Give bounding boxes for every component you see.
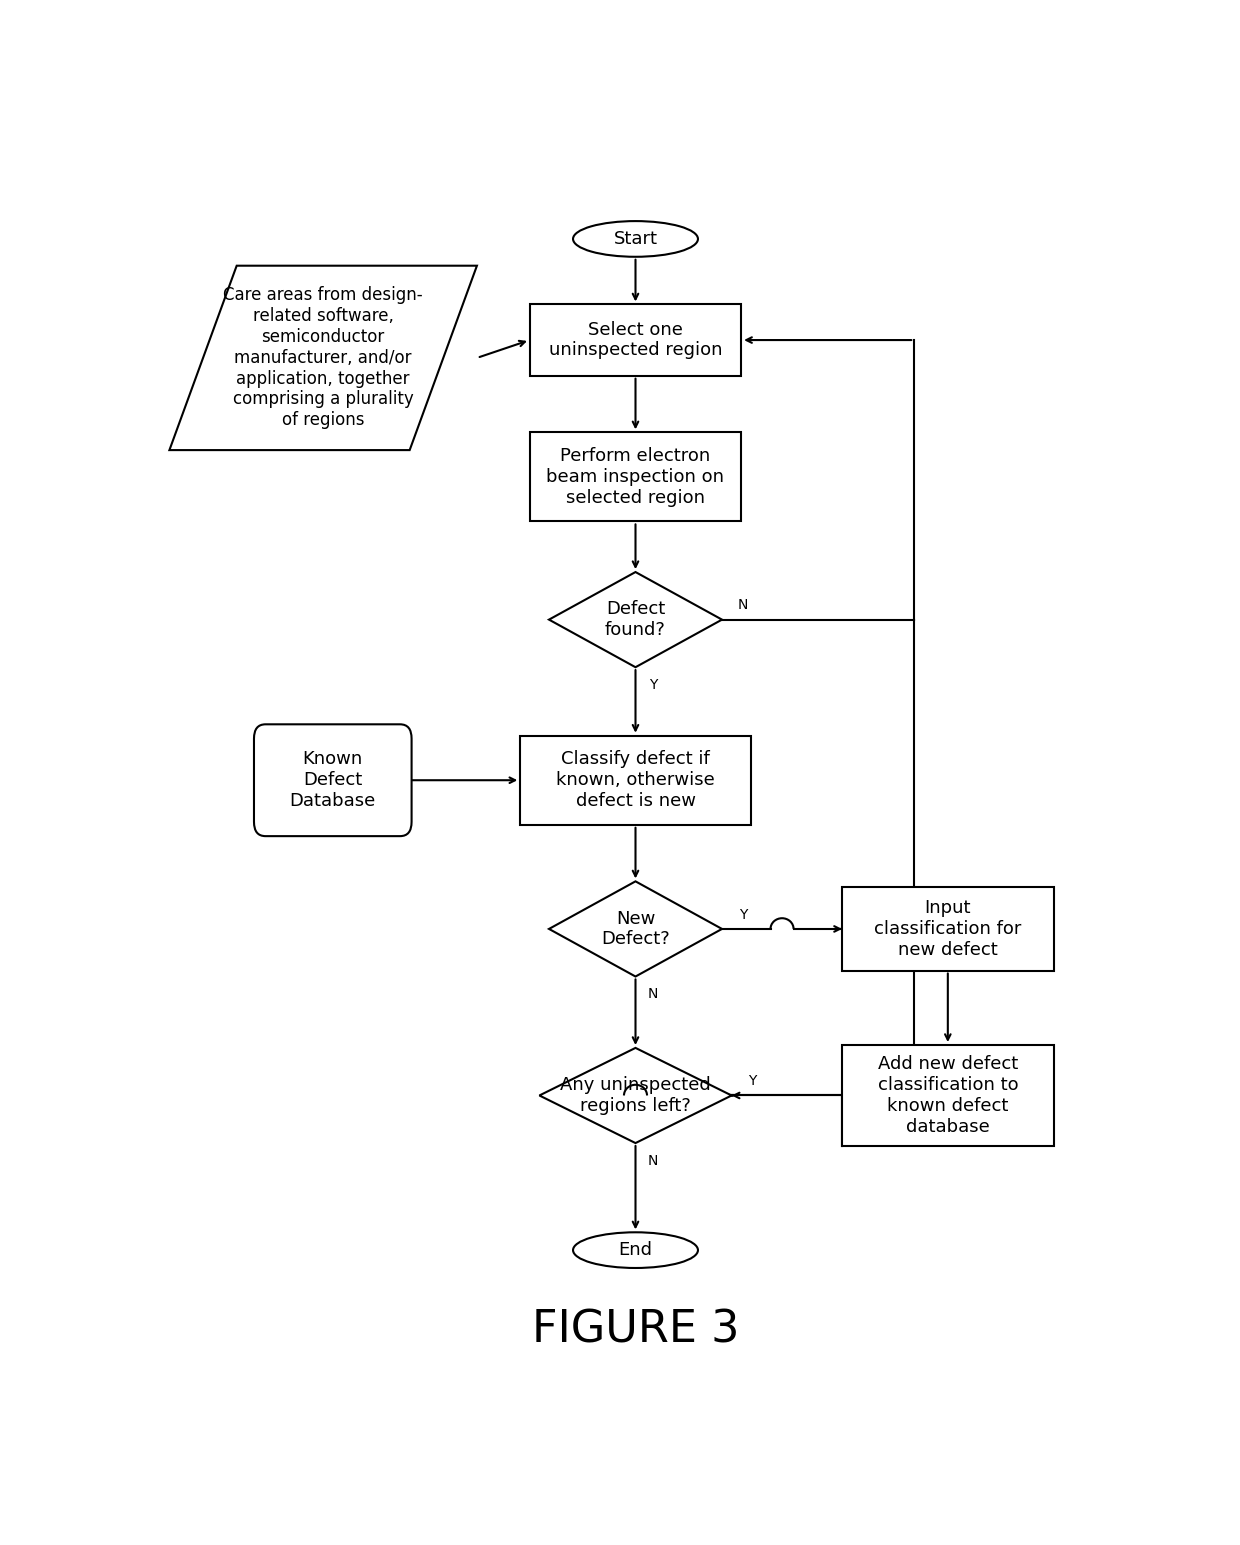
Polygon shape xyxy=(539,1048,732,1143)
Text: Input
classification for
new defect: Input classification for new defect xyxy=(874,899,1022,959)
Text: Any uninspected
regions left?: Any uninspected regions left? xyxy=(560,1075,711,1115)
Polygon shape xyxy=(549,572,722,667)
Ellipse shape xyxy=(573,221,698,256)
Text: Add new defect
classification to
known defect
database: Add new defect classification to known d… xyxy=(878,1055,1018,1136)
FancyBboxPatch shape xyxy=(529,433,742,522)
Text: Defect
found?: Defect found? xyxy=(605,599,666,640)
Text: Select one
uninspected region: Select one uninspected region xyxy=(549,321,722,360)
Text: Known
Defect
Database: Known Defect Database xyxy=(290,751,376,810)
Ellipse shape xyxy=(573,1233,698,1268)
Text: N: N xyxy=(647,987,658,1001)
Polygon shape xyxy=(170,266,477,450)
Polygon shape xyxy=(549,881,722,976)
Text: New
Defect?: New Defect? xyxy=(601,910,670,949)
Text: Perform electron
beam inspection on
selected region: Perform electron beam inspection on sele… xyxy=(547,447,724,507)
Text: End: End xyxy=(619,1241,652,1259)
Text: Y: Y xyxy=(749,1074,756,1088)
Text: N: N xyxy=(647,1154,658,1168)
Text: Y: Y xyxy=(739,907,748,922)
Text: Classify defect if
known, otherwise
defect is new: Classify defect if known, otherwise defe… xyxy=(556,751,715,810)
FancyBboxPatch shape xyxy=(521,735,751,825)
Text: Y: Y xyxy=(649,678,657,692)
FancyBboxPatch shape xyxy=(254,725,412,836)
FancyBboxPatch shape xyxy=(842,887,1054,970)
Text: FIGURE 3: FIGURE 3 xyxy=(532,1309,739,1352)
FancyBboxPatch shape xyxy=(842,1044,1054,1146)
Text: Start: Start xyxy=(614,230,657,247)
Text: N: N xyxy=(738,598,748,612)
FancyBboxPatch shape xyxy=(529,304,742,375)
Text: Care areas from design-
related software,
semiconductor
manufacturer, and/or
app: Care areas from design- related software… xyxy=(223,286,423,430)
